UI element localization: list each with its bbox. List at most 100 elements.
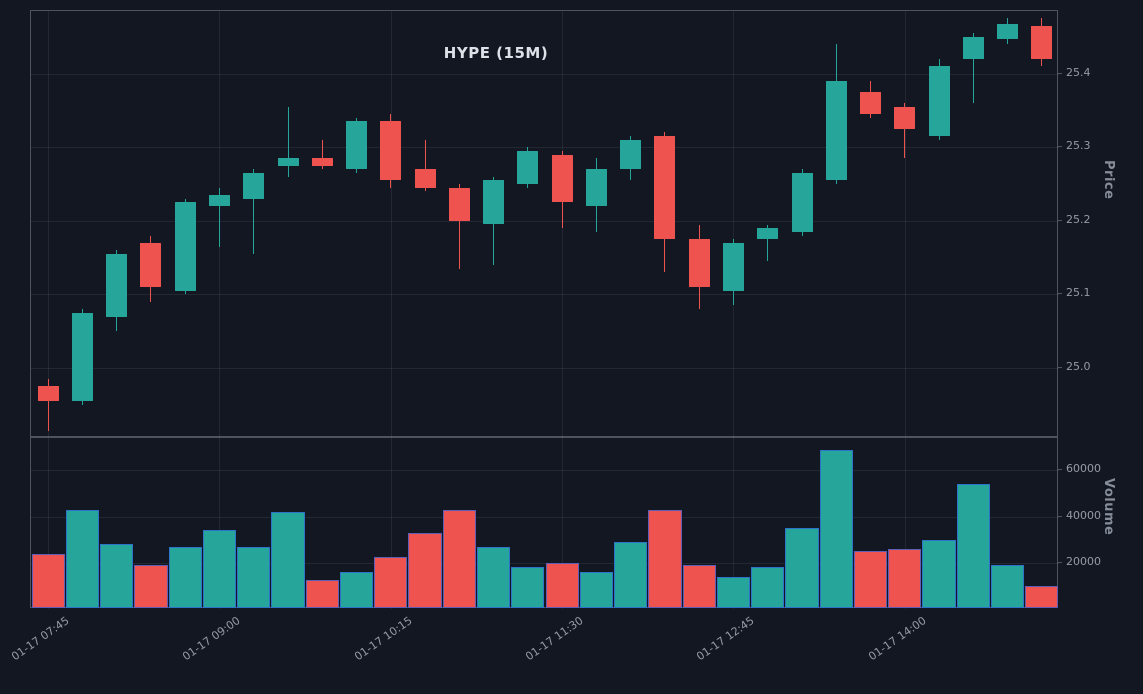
volume-bar — [511, 567, 545, 608]
candle-body — [791, 172, 813, 232]
volume-tick-label: 60000 — [1066, 462, 1101, 476]
time-tick-label: 01-17 14:00 — [865, 614, 929, 664]
volume-bar — [65, 509, 100, 608]
time-gridline — [733, 11, 735, 438]
candle-body — [722, 242, 744, 291]
time-gridline — [562, 438, 564, 609]
candle-body — [654, 136, 676, 240]
price-tick-mark — [1058, 219, 1062, 221]
price-tick-label: 25.0 — [1066, 360, 1091, 374]
price-gridline — [31, 294, 1059, 296]
candle-body — [1031, 25, 1053, 59]
volume-axis-label: Volume — [1101, 478, 1116, 536]
time-tick-label: 01-17 12:45 — [694, 614, 757, 664]
candle-body — [825, 80, 847, 181]
volume-bar — [819, 449, 853, 608]
volume-tick-mark — [1058, 469, 1062, 471]
price-tick-mark — [1058, 72, 1062, 74]
volume-bar — [682, 565, 716, 608]
price-axis-label: Price — [1101, 160, 1116, 200]
candle-body — [208, 195, 230, 207]
time-gridline — [48, 11, 50, 438]
time-tick-label: 01-17 10:15 — [351, 614, 415, 664]
time-gridline — [562, 11, 564, 438]
time-tick-label: 01-17 11:30 — [523, 614, 586, 664]
candle-body — [174, 202, 196, 291]
price-tick-label: 25.2 — [1066, 212, 1091, 226]
candle-wick — [424, 139, 426, 192]
candle-body — [380, 121, 402, 181]
volume-bar — [134, 565, 168, 608]
candle-wick — [287, 106, 289, 177]
volume-bar — [888, 548, 922, 608]
volume-bar — [442, 509, 476, 608]
candle-wick — [47, 379, 49, 431]
volume-bar — [237, 546, 271, 608]
volume-bar — [648, 509, 682, 608]
volume-bar — [1025, 585, 1059, 608]
candle-body — [517, 150, 539, 184]
price-gridline — [31, 147, 1059, 149]
volume-bar — [990, 565, 1025, 608]
price-gridline — [31, 73, 1059, 75]
time-tick-label: 01-17 09:00 — [180, 614, 243, 664]
candle-body — [243, 172, 265, 199]
candle-body — [585, 169, 607, 207]
price-tick-label: 25.3 — [1066, 139, 1091, 153]
volume-bar — [956, 484, 990, 608]
time-gridline — [733, 438, 735, 609]
time-gridline — [904, 438, 906, 609]
candle-body — [997, 23, 1019, 39]
candle-body — [962, 36, 984, 59]
volume-gridline — [31, 562, 1059, 564]
volume-bar — [751, 567, 785, 608]
candle-body — [277, 158, 299, 166]
price-tick-label: 25.4 — [1066, 65, 1091, 79]
volume-bar — [271, 511, 305, 608]
candle-wick — [321, 139, 323, 170]
time-gridline — [390, 438, 392, 609]
volume-bar — [614, 541, 648, 608]
time-gridline — [390, 11, 392, 438]
volume-bar — [922, 539, 956, 608]
candle-body — [928, 66, 950, 137]
time-tick-label: 01-17 07:45 — [9, 614, 72, 664]
volume-tick-mark — [1058, 515, 1062, 517]
volume-bar — [785, 528, 819, 608]
candle-body — [414, 169, 436, 188]
time-gridline — [219, 11, 221, 438]
volume-panel — [30, 437, 1059, 609]
candle-body — [757, 228, 779, 240]
time-gridline — [904, 11, 906, 438]
volume-bar — [545, 562, 579, 608]
candle-body — [140, 242, 162, 288]
time-gridline — [219, 438, 221, 609]
candle-wick — [904, 103, 906, 159]
candle-body — [483, 180, 505, 225]
price-tick-label: 25.1 — [1066, 286, 1091, 300]
candle-body — [106, 253, 128, 317]
candle-body — [551, 154, 573, 203]
price-tick-mark — [1058, 293, 1062, 295]
candle-body — [311, 158, 333, 166]
candle-body — [894, 106, 916, 129]
candle-body — [620, 139, 642, 170]
candle-wick — [218, 187, 220, 247]
candle-body — [346, 121, 368, 170]
volume-tick-label: 40000 — [1066, 508, 1101, 522]
candle-wick — [253, 169, 255, 254]
volume-bar — [716, 576, 751, 608]
volume-bar — [202, 530, 237, 608]
candle-wick — [972, 33, 974, 104]
volume-gridline — [31, 516, 1059, 518]
volume-bar — [374, 557, 408, 608]
volume-bar — [853, 551, 888, 608]
volume-bar — [476, 546, 511, 608]
price-gridline — [31, 368, 1059, 370]
candle-body — [37, 386, 59, 402]
volume-tick-mark — [1058, 561, 1062, 563]
volume-bar — [168, 546, 202, 608]
candle-body — [71, 312, 93, 402]
chart-title: HYPE (15M) — [443, 44, 549, 62]
